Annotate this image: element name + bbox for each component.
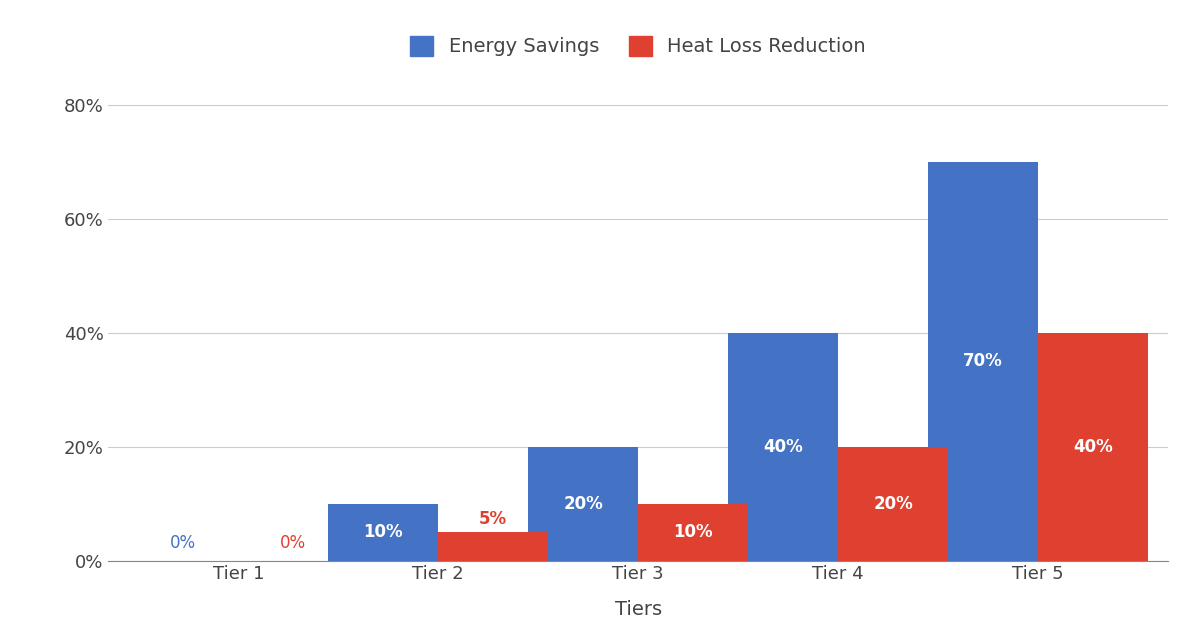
Text: 20%: 20%: [563, 494, 603, 513]
Text: 40%: 40%: [1073, 438, 1112, 455]
Text: 0%: 0%: [170, 534, 196, 552]
Text: 10%: 10%: [364, 523, 403, 541]
Bar: [638, 504, 748, 561]
Text: 5%: 5%: [479, 510, 507, 527]
Legend: Energy Savings, Heat Loss Reduction: Energy Savings, Heat Loss Reduction: [402, 28, 874, 64]
Text: 40%: 40%: [763, 438, 803, 455]
Bar: [728, 333, 838, 561]
Text: 10%: 10%: [673, 523, 713, 541]
Bar: [329, 504, 438, 561]
Bar: [438, 532, 548, 561]
Bar: [928, 162, 1038, 561]
X-axis label: Tiers: Tiers: [614, 600, 662, 619]
Text: 70%: 70%: [963, 352, 1003, 370]
Bar: [838, 447, 948, 561]
Bar: [1038, 333, 1147, 561]
Text: 0%: 0%: [281, 534, 306, 552]
Text: 20%: 20%: [873, 494, 913, 513]
Bar: [529, 447, 638, 561]
